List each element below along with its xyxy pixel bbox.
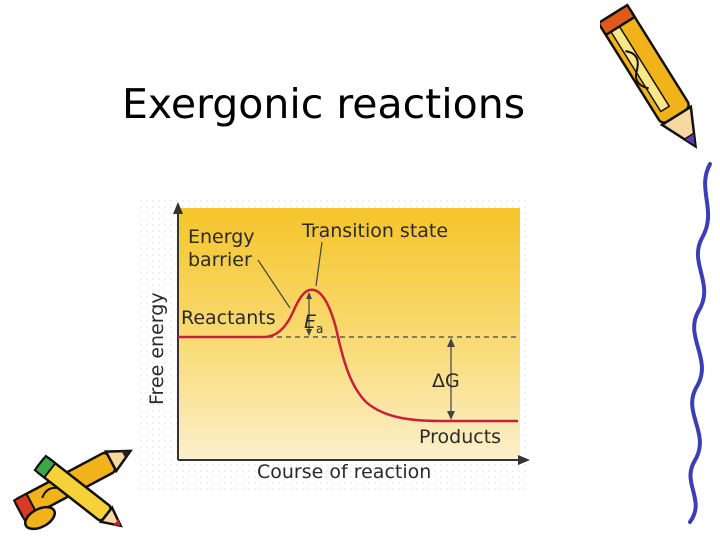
slide-title: Exergonic reactions: [122, 80, 526, 128]
transition-state-label: Transition state: [301, 220, 448, 242]
y-axis-arrow: [173, 202, 183, 214]
energy-curve: [178, 288, 518, 423]
energy-barrier-label-line1: Energy: [188, 226, 255, 248]
delta-g-arrowhead-down: [447, 411, 455, 420]
energy-diagram: Energy barrier Transition state Reactant…: [140, 200, 530, 490]
reactants-label: Reactants: [181, 307, 276, 329]
activation-energy-arrowhead-down: [306, 329, 312, 336]
pencil-icon: [600, 3, 698, 149]
y-axis-title: Free energy: [146, 292, 168, 405]
products-label: Products: [419, 426, 501, 448]
x-axis-arrow: [518, 455, 530, 465]
delta-g-label: ΔG: [432, 370, 460, 392]
energy-barrier-leader: [257, 259, 291, 309]
transition-state-leader: [315, 241, 323, 287]
energy-barrier-label-line2: barrier: [188, 249, 252, 271]
pencils-icon: [12, 449, 133, 531]
delta-g-arrowhead-up: [447, 338, 455, 347]
activation-energy-label: Ea: [304, 311, 323, 336]
activation-energy-arrowhead-up: [306, 292, 312, 299]
squiggle-line: [688, 162, 712, 524]
x-axis-title: Course of reaction: [257, 461, 431, 483]
plot-background: [178, 208, 520, 460]
